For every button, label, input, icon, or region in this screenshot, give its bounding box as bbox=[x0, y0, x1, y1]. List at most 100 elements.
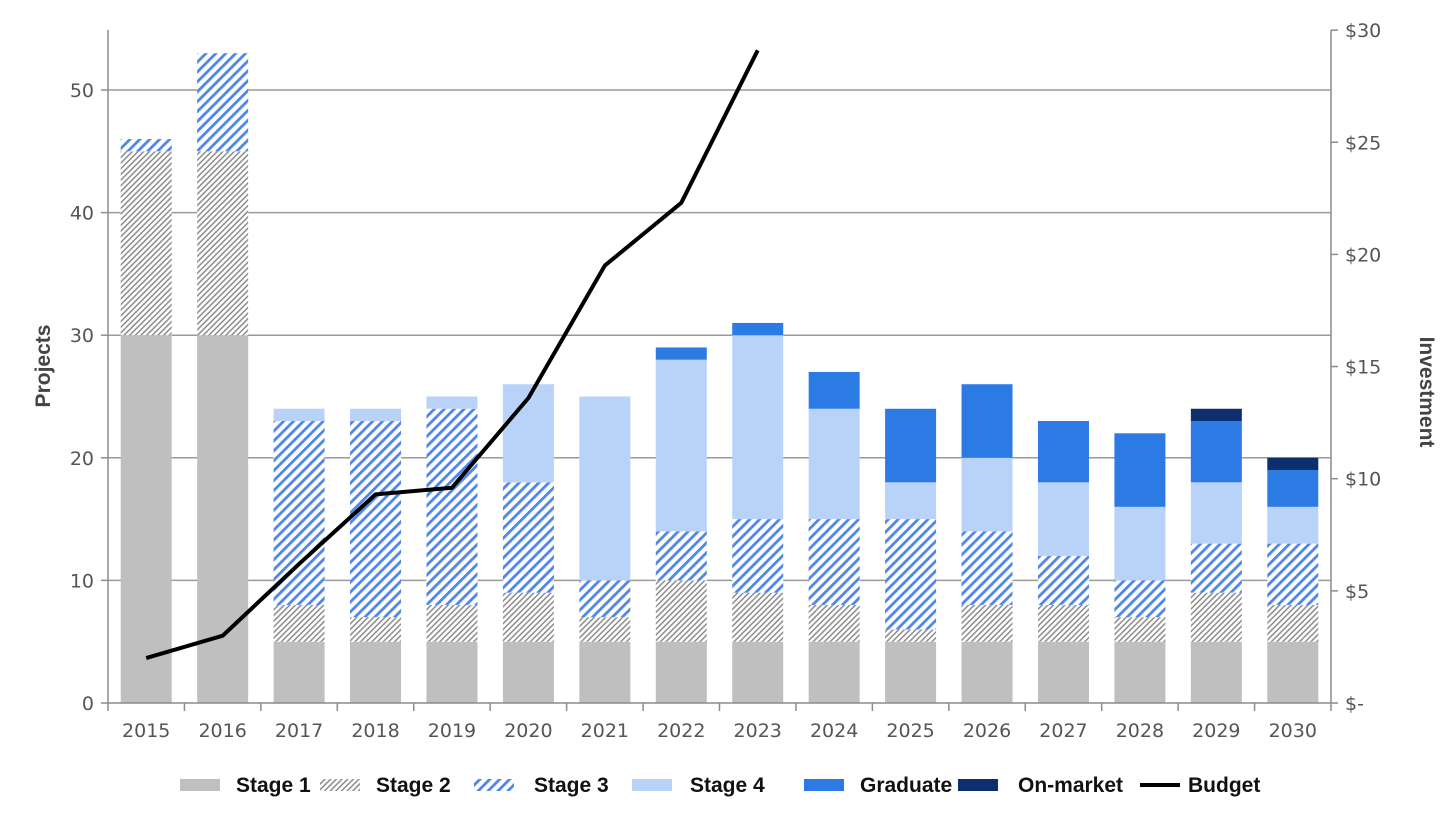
bar-graduate-2027 bbox=[1037, 421, 1089, 483]
legend-label-stage-4: Stage 4 bbox=[690, 774, 765, 797]
legend-swatch-on-market bbox=[958, 779, 998, 791]
x-tick-label: 2028 bbox=[1116, 720, 1164, 742]
bar-stage-2-2018 bbox=[350, 617, 402, 642]
bar-stage-1-2030 bbox=[1267, 641, 1319, 703]
bar-stage-3-2015 bbox=[120, 139, 172, 152]
legend-swatch-stage-4 bbox=[632, 779, 672, 791]
bar-stage-1-2027 bbox=[1037, 641, 1089, 703]
x-tick-label: 2030 bbox=[1269, 720, 1317, 742]
bar-stage-2-2030 bbox=[1267, 604, 1319, 642]
bar-graduate-2026 bbox=[961, 384, 1013, 458]
bar-layer bbox=[120, 53, 1319, 703]
bar-stage-4-2018 bbox=[350, 408, 402, 422]
bar-graduate-2028 bbox=[1114, 433, 1166, 507]
y-tick-label-right: $5 bbox=[1345, 581, 1369, 603]
bar-stage-4-2028 bbox=[1114, 506, 1166, 581]
bar-stage-2-2017 bbox=[273, 604, 325, 642]
legend: Stage 1 Stage 2 Stage 3 Stage 4 Graduate On-m… bbox=[180, 774, 1260, 797]
y-tick-label-right: $- bbox=[1345, 693, 1364, 715]
bar-stage-1-2021 bbox=[579, 641, 631, 703]
y-tick-label-left: 30 bbox=[70, 325, 94, 347]
legend-swatch-stage-1 bbox=[180, 779, 220, 791]
bar-stage-4-2026 bbox=[961, 457, 1013, 532]
y-tick-label-right: $10 bbox=[1345, 469, 1381, 491]
legend-swatch-stage-3 bbox=[474, 779, 514, 791]
legend-label-stage-1: Stage 1 bbox=[236, 774, 311, 797]
x-tick-label: 2016 bbox=[198, 720, 246, 742]
bar-stage-1-2025 bbox=[885, 641, 937, 703]
line-layer bbox=[145, 49, 760, 661]
bar-stage-3-2027 bbox=[1037, 555, 1089, 605]
bar-on-market-2030 bbox=[1267, 457, 1319, 471]
x-tick-label: 2027 bbox=[1039, 720, 1087, 742]
x-tick-label: 2025 bbox=[886, 720, 934, 742]
bar-stage-4-2025 bbox=[885, 482, 937, 520]
y-tick-label-left: 50 bbox=[70, 80, 94, 102]
bar-stage-2-2019 bbox=[426, 604, 478, 642]
x-tick-label: 2019 bbox=[428, 720, 476, 742]
x-tick-label: 2015 bbox=[122, 720, 170, 742]
legend-label-on-market: On-market bbox=[1018, 774, 1123, 797]
bar-graduate-2022 bbox=[655, 347, 707, 360]
bar-stage-3-2028 bbox=[1114, 580, 1166, 618]
bar-stage-3-2024 bbox=[808, 519, 860, 605]
bar-stage-4-2022 bbox=[655, 359, 707, 532]
bar-graduate-2029 bbox=[1190, 421, 1242, 483]
x-tick-label: 2020 bbox=[504, 720, 552, 742]
bar-stage-4-2021 bbox=[579, 396, 631, 581]
bar-stage-2-2025 bbox=[885, 629, 937, 642]
bar-stage-3-2016 bbox=[197, 53, 249, 152]
bar-stage-1-2016 bbox=[197, 335, 249, 703]
legend-label-graduate: Graduate bbox=[860, 774, 952, 797]
bar-stage-3-2018 bbox=[350, 421, 402, 618]
bar-stage-3-2019 bbox=[426, 408, 478, 605]
bar-stage-1-2023 bbox=[732, 641, 784, 703]
bar-stage-1-2020 bbox=[502, 641, 554, 703]
bar-stage-3-2022 bbox=[655, 531, 707, 581]
bar-stage-4-2019 bbox=[426, 396, 478, 409]
bar-stage-2-2023 bbox=[732, 592, 784, 642]
bar-stage-1-2018 bbox=[350, 641, 402, 703]
bar-stage-1-2017 bbox=[273, 641, 325, 703]
bar-stage-1-2028 bbox=[1114, 641, 1166, 703]
bar-stage-2-2026 bbox=[961, 604, 1013, 642]
bar-stage-1-2026 bbox=[961, 641, 1013, 703]
x-tick-label: 2023 bbox=[734, 720, 782, 742]
legend-label-stage-2: Stage 2 bbox=[376, 774, 451, 797]
bar-stage-4-2023 bbox=[732, 335, 784, 520]
bar-stage-1-2024 bbox=[808, 641, 860, 703]
bar-stage-2-2016 bbox=[197, 151, 249, 336]
bar-stage-3-2025 bbox=[885, 519, 937, 630]
bar-stage-3-2021 bbox=[579, 580, 631, 618]
y-tick-label-right: $20 bbox=[1345, 244, 1381, 266]
bar-stage-3-2017 bbox=[273, 421, 325, 605]
legend-label-budget: Budget bbox=[1188, 774, 1260, 797]
bar-stage-4-2029 bbox=[1190, 482, 1242, 544]
bar-graduate-2024 bbox=[808, 371, 860, 409]
bar-stage-3-2030 bbox=[1267, 543, 1319, 605]
legend-swatch-graduate bbox=[804, 779, 844, 791]
bar-graduate-2025 bbox=[885, 408, 937, 483]
x-tick-label: 2026 bbox=[963, 720, 1011, 742]
x-tick-label: 2029 bbox=[1192, 720, 1240, 742]
bar-stage-4-2024 bbox=[808, 408, 860, 520]
bar-stage-4-2017 bbox=[273, 408, 325, 422]
bar-stage-4-2027 bbox=[1037, 482, 1089, 556]
bar-stage-2-2020 bbox=[502, 592, 554, 642]
bar-stage-3-2029 bbox=[1190, 543, 1242, 593]
y-tick-label-right: $15 bbox=[1345, 357, 1381, 379]
budget-line bbox=[145, 49, 760, 661]
x-tick-label: 2017 bbox=[275, 720, 323, 742]
bar-graduate-2023 bbox=[732, 322, 784, 336]
bar-stage-2-2024 bbox=[808, 604, 860, 642]
y-tick-label-left: 0 bbox=[82, 693, 94, 715]
bar-stage-1-2019 bbox=[426, 641, 478, 703]
bar-stage-2-2027 bbox=[1037, 604, 1089, 642]
bar-stage-2-2021 bbox=[579, 617, 631, 642]
bar-stage-2-2022 bbox=[655, 580, 707, 642]
y-axis-title-left: Projects bbox=[32, 325, 55, 408]
bar-graduate-2030 bbox=[1267, 470, 1319, 507]
bar-stage-3-2023 bbox=[732, 519, 784, 593]
